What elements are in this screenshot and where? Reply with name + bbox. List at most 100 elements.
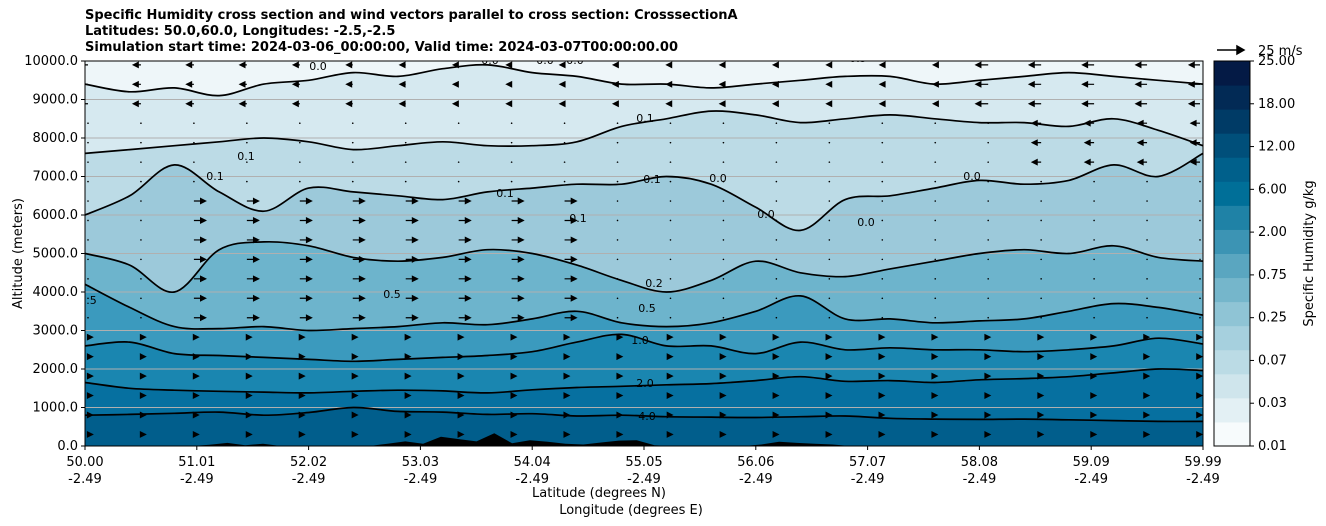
wind-vector [1136,139,1148,147]
wind-vector [1030,119,1042,127]
wind-vector [87,278,89,280]
x-tick-label-lat: 57.07 [849,455,886,470]
wind-vector [1040,180,1042,183]
wind-vector [563,180,566,183]
wind-vector [398,80,406,88]
humidity-band [85,64,1203,154]
wind-vector [1037,392,1045,400]
wind-vector [825,61,833,69]
wind-vector [1136,119,1148,127]
wind-vector [1037,333,1045,341]
wind-vector [139,333,147,341]
wind-vector [719,333,727,341]
wind-vector [1040,278,1042,280]
wind-vector [563,122,566,125]
contour-label: 0.1 [206,170,224,183]
wind-vector [299,314,313,322]
wind-vector [1093,278,1095,280]
colorbar-tick-label: 2.00 [1258,225,1287,240]
wind-vector [140,161,142,163]
wind-vector [299,294,313,302]
wind-vector [974,100,989,108]
wind-vector [722,161,725,163]
x-tick-label-lon: -2.49 [851,472,885,487]
terrain-silhouette [85,433,958,446]
wind-vector [511,255,525,263]
title-line-3: Simulation start time: 2024-03-06_00:00:… [85,40,678,55]
wind-vector [881,161,884,163]
wind-vector [245,411,253,419]
wind-vector [1199,239,1201,241]
wind-vector [405,236,419,244]
wind-vector [722,219,725,222]
wind-vector [193,314,207,322]
wind-vector [828,122,831,125]
colorbar-segment [1214,421,1250,447]
wind-vector [345,100,353,108]
wind-vector [351,122,354,125]
wind-vector [1093,219,1095,222]
wind-vector [1146,297,1148,300]
wind-vector [451,61,459,69]
wind-vector [139,353,147,361]
wind-vector [934,239,937,241]
wind-vector [775,278,778,280]
wind-vector [246,217,260,224]
wind-vector [718,80,726,88]
wind-vector [974,61,989,69]
wind-vector [351,141,354,144]
wind-vector [1081,80,1095,88]
humidity-band [85,153,1203,293]
wind-vector [192,411,200,419]
wind-vector [140,316,142,319]
y-tick-label: 4000.0 [33,285,79,300]
wind-vector [934,200,937,202]
wind-vector [246,255,260,263]
wind-vector [86,372,94,380]
wind-vector [934,141,937,144]
wind-vector [564,275,578,283]
wind-vector [1146,219,1148,222]
wind-vector [351,392,359,400]
colorbar-tick-label: 0.25 [1258,311,1287,326]
wind-vector [775,239,778,241]
wind-vector [1146,239,1148,241]
wind-vector [87,161,89,163]
wind-vector [771,100,779,108]
x-tick-label-lon: -2.49 [404,472,438,487]
wind-vector [1040,297,1042,300]
wind-vector [564,197,578,205]
wind-vector [558,80,566,88]
wind-vector [669,219,672,222]
wind-vector [87,141,89,144]
wind-vector [1196,392,1203,400]
wind-vector [405,217,419,224]
wind-vector [351,353,359,361]
colorbar-tick-label: 25.00 [1258,54,1295,69]
wind-vector [404,333,412,341]
wind-vector [404,411,412,419]
y-axis-label: Altitude (meters) [11,198,26,309]
contour-label: 0.1 [496,187,514,200]
wind-vector [510,372,518,380]
wind-vector [458,314,472,322]
wind-vector [1093,180,1095,183]
wind-vector [616,411,624,419]
wind-vector [351,180,354,183]
wind-vector [828,297,831,300]
wind-vector [563,161,566,163]
humidity-band [85,334,1203,393]
colorbar-tick-label: 0.75 [1258,268,1287,283]
wind-vector [140,239,142,241]
contour-label: 0.1 [569,212,587,225]
wind-vector [457,333,465,341]
wind-vector [666,333,674,341]
x-tick-label-lon: -2.49 [739,472,773,487]
wind-vector [192,372,200,380]
wind-vector [245,333,253,341]
wind-vector [505,100,513,108]
contour-line [85,368,1203,394]
wind-vector [404,392,412,400]
wind-vector [457,430,465,438]
wind-vector [828,180,831,183]
